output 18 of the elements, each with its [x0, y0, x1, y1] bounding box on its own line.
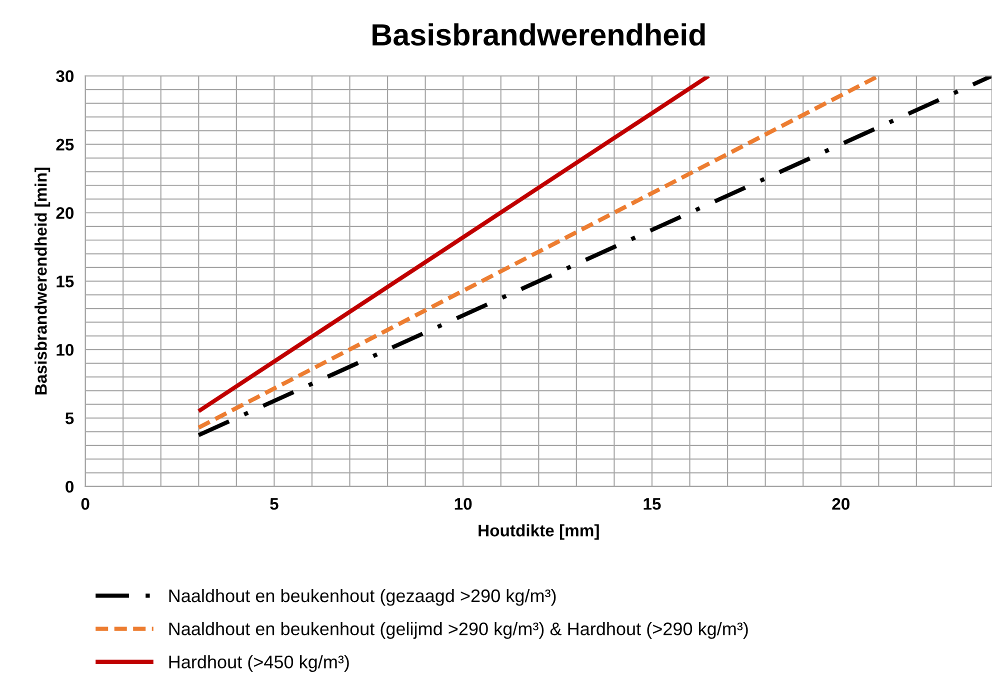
legend-label: Naaldhout en beukenhout (gelijmd >290 kg/m³) & Hardhout (>290 kg/m³): [169, 622, 748, 639]
x-tick-label: 15: [644, 498, 661, 510]
chart-title: Basisbrandwerendheid: [372, 23, 705, 46]
x-tick-label: 10: [454, 498, 472, 510]
x-tick-label: 0: [81, 498, 90, 510]
x-tick-label: 5: [270, 498, 278, 510]
legend-label: Naaldhout en beukenhout (gezaagd >290 kg/m³): [169, 588, 556, 606]
x-tick-label: 20: [832, 498, 850, 510]
y-axis-title: Basisbrandwerendheid [min]: [34, 168, 50, 394]
y-tick-label: 10: [56, 344, 74, 356]
y-tick-label: 0: [66, 480, 74, 493]
x-axis-title: Houtdikte [mm]: [478, 524, 599, 540]
y-tick-label: 30: [56, 70, 74, 82]
y-tick-label: 5: [65, 412, 74, 424]
y-tick-label: 20: [56, 207, 74, 219]
y-tick-label: 25: [56, 138, 74, 151]
y-tick-label: 15: [56, 276, 74, 288]
legend-label: Hardhout (>450 kg/m³): [169, 655, 349, 672]
